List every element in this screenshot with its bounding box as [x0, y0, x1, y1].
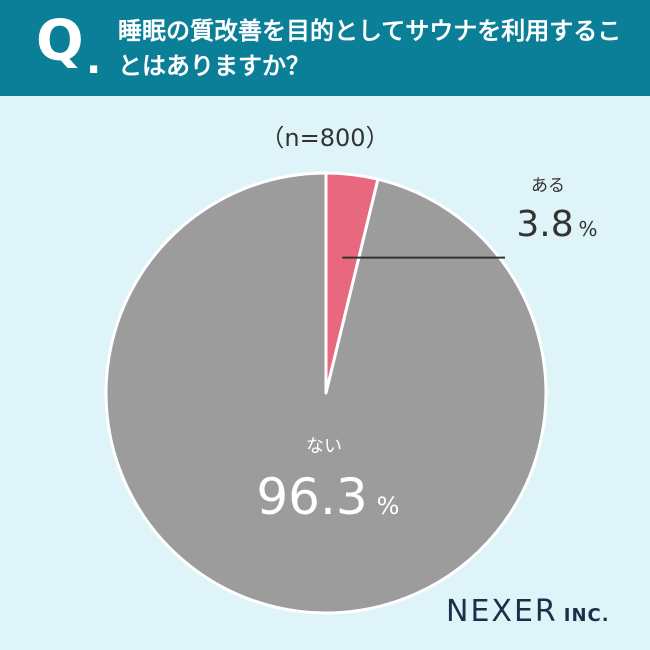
pie-slice-no [104, 171, 548, 615]
slice-label-yes: ある [531, 176, 565, 196]
slice-unit-yes: % [578, 217, 597, 241]
question-badge-dot: . [86, 37, 102, 83]
question-header: Q . 睡眠の質改善を目的としてサウナを利用することはありますか？ [0, 0, 650, 96]
pie-chart: （n=800） ある 3.8 % ない 96.3% [104, 124, 598, 615]
question-text: 睡眠の質改善を目的としてサウナを利用することはありますか？ [118, 17, 622, 80]
slice-value-yes: 3.8 [516, 204, 573, 245]
question-badge: Q [36, 9, 84, 74]
slice-label-no: ない [306, 436, 342, 457]
sample-size: （n=800） [260, 124, 389, 152]
pie-chart-area: （n=800） ある 3.8% ない 96.3% [0, 96, 650, 650]
brand-name: NEXER [446, 594, 558, 629]
brand-suffix: INC. [563, 605, 610, 626]
slice-unit-no: % [377, 492, 400, 520]
slice-value-no: 96.3 [256, 468, 367, 526]
brand-logo: NEXER INC. [446, 594, 610, 629]
